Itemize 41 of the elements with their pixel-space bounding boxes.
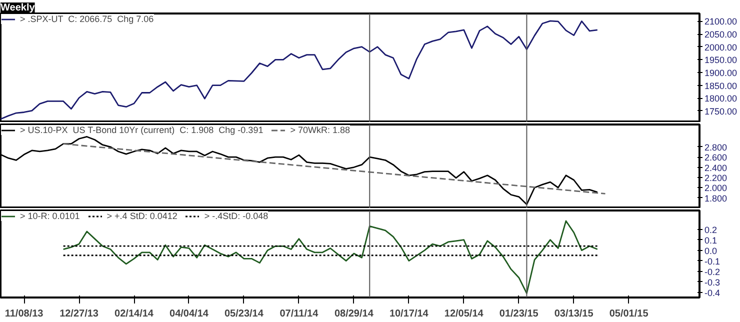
y-tick-label: 0.0 [704,246,718,256]
x-tick-label: 05/01/15 [609,308,649,320]
y-tick-label: 2000.00 [704,42,738,52]
x-tick-label: 07/11/14 [280,308,319,320]
y-tick-label: 0.2 [704,224,718,235]
legend-label: > 10-R: 0.0101 [20,211,80,221]
x-tick-label: 10/17/14 [389,308,429,320]
x-tick-label: 12/27/13 [60,308,99,320]
y-tick-label: 2100.00 [704,16,738,27]
legend-label: > US.10-PX US T-Bond 10Yr (current) C: 1.908 Chg -0.391 [20,125,264,135]
x-tick-label: 01/23/15 [499,308,539,320]
line-series [62,220,598,294]
y-tick-label: 1900.00 [704,68,738,78]
legend-label: > +.4 StD: 0.0412 [106,211,178,221]
y-tick-label: 2.000 [704,183,728,194]
x-tick-label: 05/23/14 [224,308,264,320]
x-tick-label: 02/14/14 [114,308,154,320]
x-tick-label: 04/04/14 [170,308,209,320]
y-tick-label: 1.800 [704,193,728,204]
y-tick-label: 1950.00 [704,55,738,66]
legend-label: > .SPX-UT C: 2066.75 Chg 7.06 [20,14,154,24]
y-tick-label: -0.4 [704,288,720,298]
x-tick-label: 11/08/13 [4,308,44,320]
x-tick-label: 08/29/14 [334,308,374,320]
y-tick-label: -0.1 [704,256,720,266]
x-tick-label: 12/05/14 [444,308,484,320]
y-tick-label: 2.600 [704,152,728,163]
y-tick-label: -0.3 [704,277,720,288]
y-tick-label: -0.2 [704,266,720,277]
y-tick-label: 2050.00 [704,30,738,40]
legend-label: > -.4StD: -0.048 [204,211,268,221]
y-tick-label: 0.1 [704,235,718,246]
legend-label: > 70WkR: 1.88 [290,125,350,135]
y-tick-label: 1800.00 [704,94,738,104]
y-tick-label: 2.400 [704,162,728,173]
y-tick-label: 2.200 [704,172,728,183]
x-tick-label: 03/13/15 [554,308,594,320]
y-tick-label: 2.800 [704,142,728,152]
chart-title: Weekly [0,2,36,14]
y-tick-label: 1750.00 [704,106,738,116]
y-tick-label: 1850.00 [704,80,738,91]
